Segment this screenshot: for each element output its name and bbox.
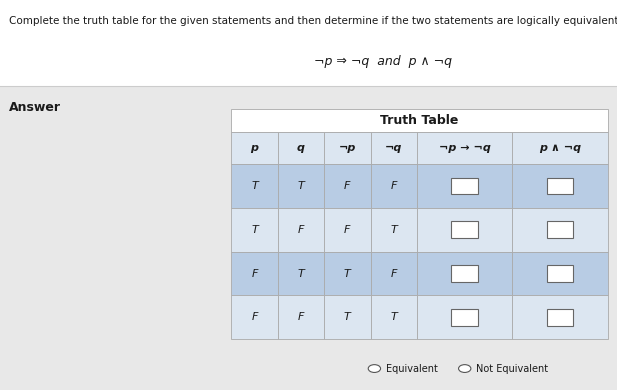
FancyBboxPatch shape: [512, 296, 608, 339]
FancyBboxPatch shape: [547, 177, 573, 194]
FancyBboxPatch shape: [512, 208, 608, 252]
Text: F: F: [344, 225, 350, 235]
Text: p ∧ ¬q: p ∧ ¬q: [539, 143, 581, 153]
FancyBboxPatch shape: [371, 132, 417, 164]
FancyBboxPatch shape: [417, 296, 512, 339]
Text: ¬p → ¬q: ¬p → ¬q: [439, 143, 491, 153]
Text: F: F: [344, 181, 350, 191]
FancyBboxPatch shape: [231, 208, 278, 252]
FancyBboxPatch shape: [512, 132, 608, 164]
Circle shape: [458, 365, 471, 372]
FancyBboxPatch shape: [278, 252, 324, 296]
Text: F: F: [391, 269, 397, 278]
FancyBboxPatch shape: [371, 252, 417, 296]
Text: Answer: Answer: [9, 101, 61, 114]
Text: ¬q: ¬q: [385, 143, 402, 153]
FancyBboxPatch shape: [417, 252, 512, 296]
Text: F: F: [251, 312, 258, 323]
FancyBboxPatch shape: [371, 208, 417, 252]
Text: ¬p ⇒ ¬q  and  p ∧ ¬q: ¬p ⇒ ¬q and p ∧ ¬q: [313, 55, 452, 67]
Text: Complete the truth table for the given statements and then determine if the two : Complete the truth table for the given s…: [9, 16, 617, 26]
FancyBboxPatch shape: [512, 252, 608, 296]
FancyBboxPatch shape: [324, 252, 371, 296]
FancyBboxPatch shape: [231, 132, 278, 164]
FancyBboxPatch shape: [231, 164, 278, 208]
FancyBboxPatch shape: [452, 177, 478, 194]
FancyBboxPatch shape: [417, 208, 512, 252]
FancyBboxPatch shape: [324, 296, 371, 339]
Circle shape: [368, 365, 381, 372]
FancyBboxPatch shape: [0, 0, 617, 86]
Text: p: p: [251, 143, 259, 153]
Text: F: F: [391, 181, 397, 191]
Text: Not Equivalent: Not Equivalent: [476, 363, 548, 374]
Text: q: q: [297, 143, 305, 153]
Text: F: F: [251, 269, 258, 278]
FancyBboxPatch shape: [0, 86, 617, 390]
FancyBboxPatch shape: [278, 132, 324, 164]
FancyBboxPatch shape: [547, 309, 573, 326]
FancyBboxPatch shape: [452, 222, 478, 238]
Text: F: F: [298, 312, 304, 323]
FancyBboxPatch shape: [452, 265, 478, 282]
FancyBboxPatch shape: [452, 309, 478, 326]
FancyBboxPatch shape: [278, 208, 324, 252]
Text: Equivalent: Equivalent: [386, 363, 437, 374]
FancyBboxPatch shape: [278, 296, 324, 339]
Text: T: T: [251, 225, 258, 235]
FancyBboxPatch shape: [324, 164, 371, 208]
Text: T: T: [297, 181, 304, 191]
FancyBboxPatch shape: [324, 132, 371, 164]
FancyBboxPatch shape: [371, 164, 417, 208]
Text: Truth Table: Truth Table: [380, 113, 459, 127]
FancyBboxPatch shape: [324, 208, 371, 252]
Text: T: T: [344, 312, 350, 323]
FancyBboxPatch shape: [231, 108, 608, 132]
Text: T: T: [297, 269, 304, 278]
FancyBboxPatch shape: [547, 265, 573, 282]
Text: T: T: [391, 225, 397, 235]
Text: T: T: [251, 181, 258, 191]
Text: T: T: [344, 269, 350, 278]
FancyBboxPatch shape: [371, 296, 417, 339]
FancyBboxPatch shape: [417, 164, 512, 208]
FancyBboxPatch shape: [278, 164, 324, 208]
Text: ¬p: ¬p: [339, 143, 356, 153]
FancyBboxPatch shape: [231, 296, 278, 339]
Text: F: F: [298, 225, 304, 235]
FancyBboxPatch shape: [512, 164, 608, 208]
FancyBboxPatch shape: [231, 252, 278, 296]
FancyBboxPatch shape: [417, 132, 512, 164]
Text: T: T: [391, 312, 397, 323]
FancyBboxPatch shape: [547, 222, 573, 238]
